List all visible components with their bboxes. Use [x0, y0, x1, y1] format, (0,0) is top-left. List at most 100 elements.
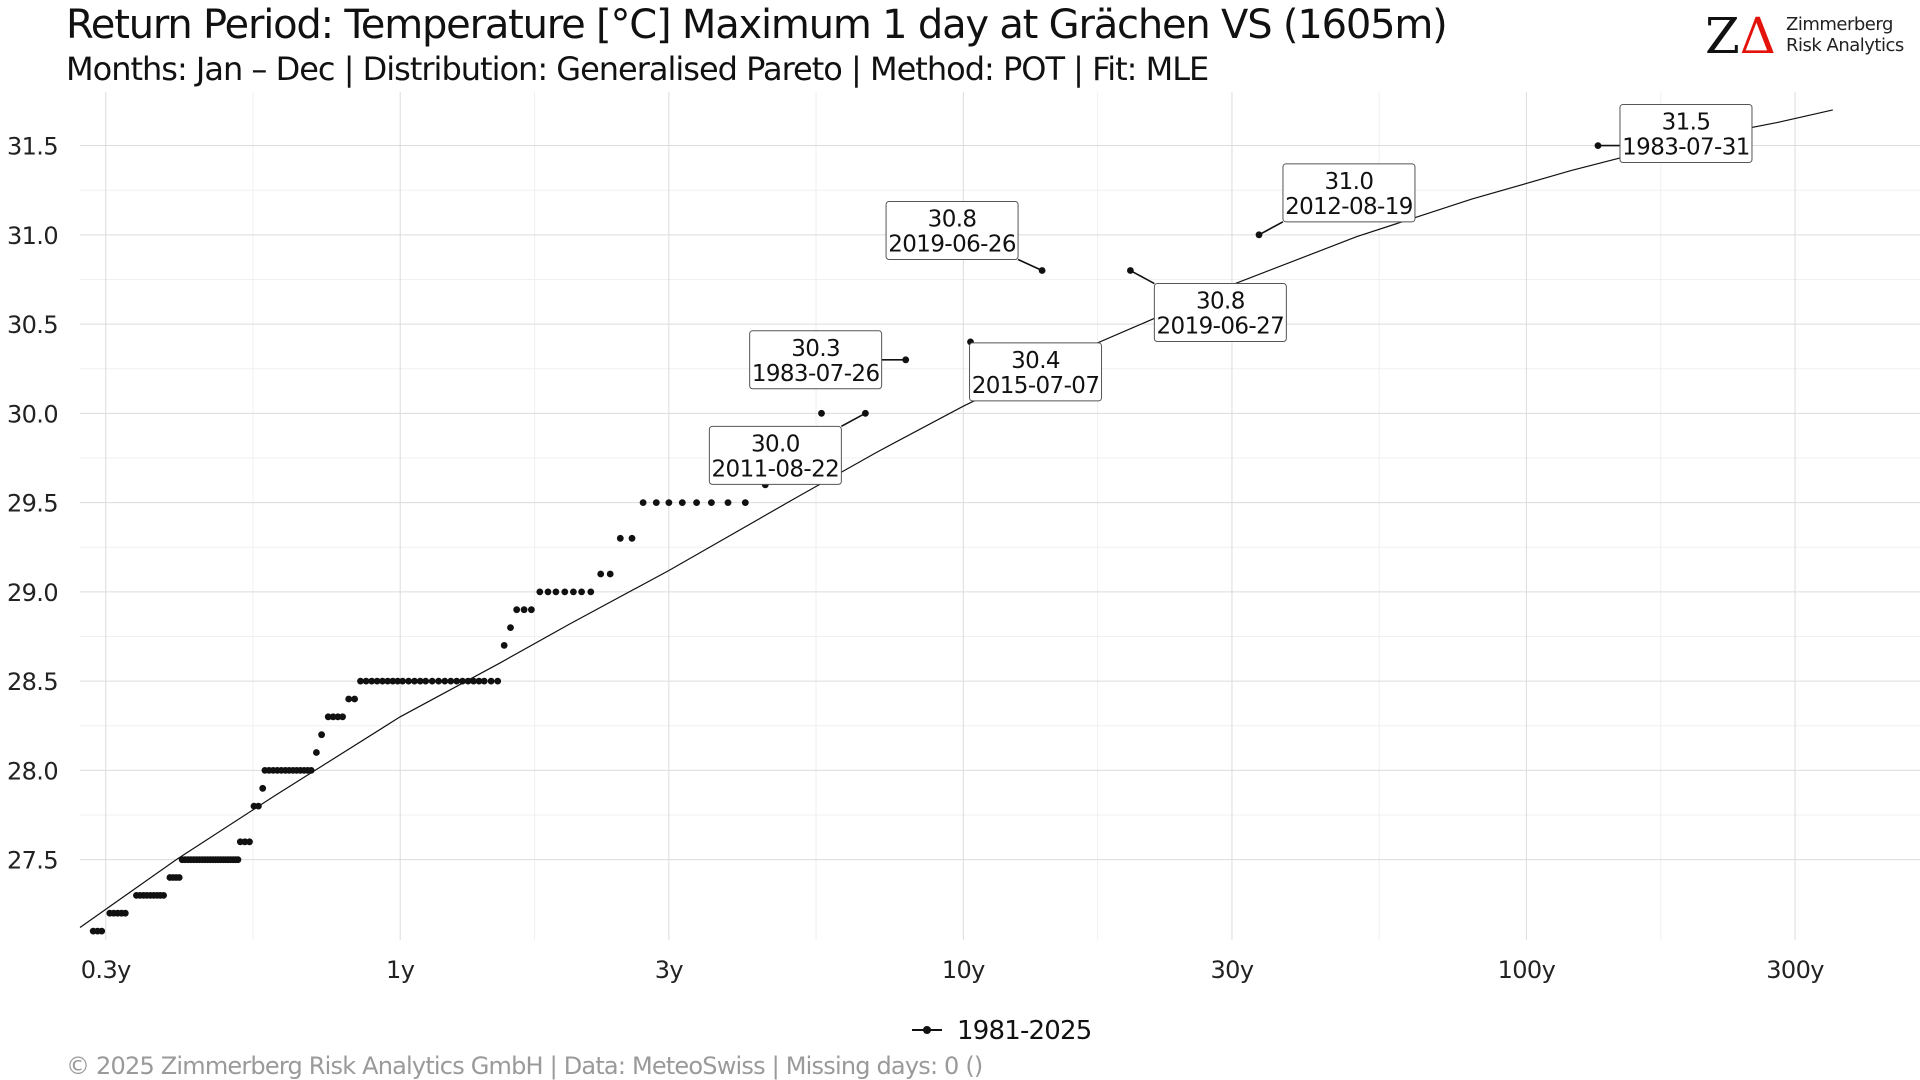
- data-point: [616, 534, 624, 542]
- annotation-box: [1619, 104, 1753, 164]
- data-point: [307, 767, 315, 774]
- data-point: [587, 588, 595, 596]
- annotation-leader: [840, 412, 866, 428]
- x-tick-label: 100y: [1498, 956, 1556, 984]
- annotation-box: [1282, 163, 1416, 223]
- data-point: [416, 677, 424, 685]
- data-point: [480, 677, 488, 685]
- data-point: [678, 499, 686, 506]
- data-point: [334, 713, 342, 721]
- data-point: [470, 677, 477, 685]
- data-point: [708, 499, 715, 506]
- data-point: [494, 677, 502, 685]
- data-point: [324, 713, 332, 721]
- data-point: [339, 713, 346, 721]
- fit-curve-line: [79, 109, 1833, 928]
- data-point: [513, 606, 521, 614]
- data-point: [318, 731, 325, 739]
- annotation-value: 30.0: [751, 431, 800, 457]
- data-point: [459, 677, 466, 685]
- point-annotations: 31.51983-07-3131.02012-08-1930.82019-06-…: [708, 104, 1753, 485]
- data-point: [606, 570, 614, 578]
- annotation-leader: [1017, 258, 1043, 272]
- data-point: [399, 677, 406, 685]
- data-point: [665, 499, 673, 506]
- data-point: [441, 677, 449, 685]
- data-point: [368, 677, 376, 685]
- data-point: [411, 677, 418, 685]
- data-point: [389, 677, 397, 685]
- data-point: [693, 499, 700, 506]
- data-point: [536, 588, 544, 596]
- data-point: [652, 499, 660, 506]
- data-point: [475, 677, 483, 685]
- footer-credits: © 2025 Zimmerberg Risk Analytics GmbH | …: [66, 1052, 983, 1080]
- data-point: [175, 874, 183, 881]
- annotation-date: 2011-08-22: [712, 456, 840, 482]
- annotation-box: [969, 342, 1103, 402]
- data-points: [89, 142, 1602, 935]
- data-point: [862, 409, 869, 417]
- data-point: [255, 802, 262, 810]
- data-point: [121, 909, 129, 917]
- data-point: [570, 588, 577, 596]
- y-tick-label: 30.5: [7, 311, 58, 339]
- y-tick-label: 29.0: [7, 579, 58, 607]
- annotation-value: 30.8: [1196, 289, 1245, 315]
- data-point: [394, 677, 402, 685]
- data-point: [464, 677, 472, 685]
- logo-line-1: Zimmerberg: [1786, 14, 1893, 35]
- data-point: [724, 499, 732, 506]
- data-point: [329, 713, 337, 721]
- annotation-date: 2019-06-27: [1157, 314, 1285, 340]
- y-tick-label: 31.0: [7, 222, 58, 250]
- data-point: [507, 624, 514, 631]
- data-point: [453, 677, 461, 685]
- data-point: [597, 570, 605, 578]
- annotation-date: 2015-07-07: [972, 373, 1100, 399]
- x-tick-label: 0.3y: [81, 956, 131, 984]
- annotation-leader: [1129, 269, 1155, 285]
- data-point: [818, 409, 825, 417]
- annotation-date: 1983-07-26: [752, 361, 880, 387]
- annotation-leader: [1258, 221, 1284, 236]
- data-point: [639, 499, 647, 506]
- annotation-box: [708, 425, 842, 485]
- chart-subtitle: Months: Jan – Dec | Distribution: Genera…: [66, 50, 1209, 88]
- annotation-box: [885, 201, 1019, 261]
- data-point: [259, 784, 267, 792]
- legend-label: 1981-2025: [957, 1016, 1092, 1046]
- x-tick-label: 300y: [1766, 956, 1824, 984]
- data-point: [351, 695, 358, 703]
- x-tick-label: 1y: [386, 956, 415, 984]
- data-point: [345, 695, 353, 703]
- annotation-value: 30.4: [1011, 348, 1060, 374]
- annotation-value: 30.3: [791, 336, 840, 362]
- data-point: [357, 677, 364, 685]
- data-point: [234, 856, 242, 864]
- x-tick-label: 10y: [942, 956, 985, 984]
- data-point: [544, 588, 552, 596]
- y-axis-ticks: 27.5 28.0 28.5 29.0 29.5 30.0 30.5 31.0 31.5: [7, 133, 59, 875]
- y-tick-label: 29.5: [7, 490, 58, 518]
- data-point: [500, 642, 508, 649]
- annotation-value: 31.0: [1325, 169, 1374, 195]
- data-point: [520, 606, 528, 614]
- company-logo: ZΔ Zimmerberg Risk Analytics: [1705, 8, 1915, 64]
- annotation-value: 30.8: [928, 207, 977, 233]
- x-axis-ticks: 0.3y 1y 3y 10y 30y 100y 300y: [81, 956, 1825, 984]
- data-point: [578, 588, 585, 596]
- annotation-box: [1153, 283, 1287, 343]
- logo-text: Zimmerberg Risk Analytics: [1786, 14, 1904, 56]
- annotation-box: [749, 330, 883, 390]
- legend-dot-key: [923, 1026, 931, 1034]
- data-point: [362, 677, 370, 685]
- annotation-value: 31.5: [1662, 110, 1711, 136]
